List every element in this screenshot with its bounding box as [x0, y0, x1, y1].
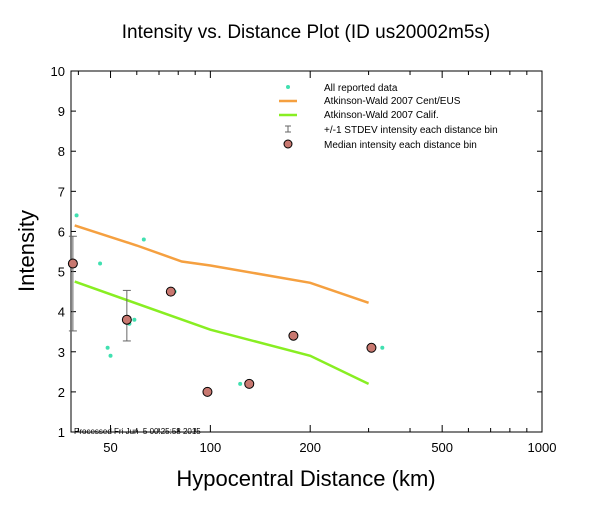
series-layer	[67, 213, 385, 397]
reported-data-point	[238, 381, 243, 386]
y-tick-label: 8	[58, 144, 65, 159]
reported-data-point	[132, 317, 137, 322]
y-tick-label: 2	[58, 385, 65, 400]
x-tick-label: 500	[431, 440, 453, 455]
legend: All reported data Atkinson-Wald 2007 Cent…	[279, 83, 498, 151]
reported-data-point	[105, 345, 110, 350]
x-tick-label: 1000	[528, 440, 557, 455]
legend-label: All reported data	[324, 83, 398, 94]
y-tick-label: 9	[58, 104, 65, 119]
legend-label: Median intensity each distance bin	[324, 140, 477, 151]
x-tick-label: 50	[103, 440, 117, 455]
legend-label: Atkinson-Wald 2007 Calif.	[324, 110, 439, 121]
legend-symbol-median	[283, 139, 293, 149]
legend-label: +/-1 STDEV intensity each distance bin	[324, 125, 498, 136]
y-tick-label: 7	[58, 184, 65, 199]
y-axis-label: Intensity	[14, 210, 39, 292]
reported-data-point	[74, 213, 79, 218]
y-tick-label: 5	[58, 265, 65, 280]
reported-data-point	[98, 261, 103, 266]
plot-frame	[70, 70, 543, 433]
x-tick-label: 100	[200, 440, 222, 455]
median-point	[202, 386, 213, 397]
processed-annotation: Processed Fri Jun 5 00:25:58 2015	[74, 427, 201, 436]
tick-layer: 1 2 3 4 5 6 7 8 9 10 50 100 200 500 1000	[51, 64, 557, 455]
reported-data-point	[108, 353, 113, 358]
chart-title: Intensity vs. Distance Plot (ID us20002m…	[122, 22, 491, 43]
y-tick-label: 3	[58, 345, 65, 360]
median-point	[67, 258, 78, 269]
legend-label: Atkinson-Wald 2007 Cent/EUS	[324, 96, 461, 107]
y-tick-label: 1	[58, 425, 65, 440]
median-point	[165, 286, 176, 297]
calif-curve	[74, 280, 370, 386]
y-tick-label: 4	[58, 305, 65, 320]
y-tick-label: 6	[58, 224, 65, 239]
reported-data-point	[380, 345, 385, 350]
median-point	[121, 314, 132, 325]
reported-data-point	[141, 237, 146, 242]
x-axis-label: Hypocentral Distance (km)	[176, 466, 435, 491]
median-point	[244, 378, 255, 389]
legend-symbol-reported	[286, 85, 290, 89]
cent-eus-curve	[74, 224, 370, 304]
median-point	[366, 342, 377, 353]
x-tick-label: 200	[299, 440, 321, 455]
median-point	[288, 330, 299, 341]
y-tick-label: 10	[51, 64, 65, 79]
